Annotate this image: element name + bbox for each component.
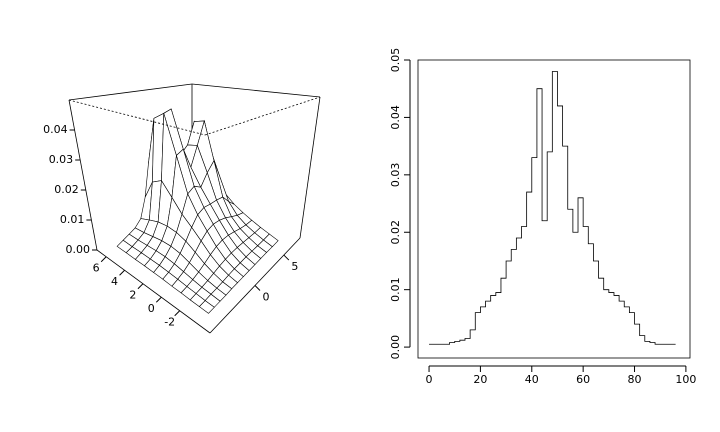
x-tick-label: -2	[164, 316, 175, 329]
x-tick	[137, 283, 144, 290]
y-tick-label: 0	[263, 291, 270, 304]
x-tick-label: 40	[525, 373, 539, 386]
box-edge	[204, 96, 321, 136]
surface-facet	[198, 300, 215, 314]
x-tick-label: 60	[576, 373, 590, 386]
z-tick-label: 0.03	[49, 153, 74, 166]
box-edge	[68, 99, 98, 251]
x-tick-label: 20	[473, 373, 487, 386]
box-edge	[191, 83, 321, 98]
x-tick	[174, 310, 181, 317]
x-tick-label: 0	[426, 373, 433, 386]
z-tick-label: 0.01	[60, 213, 85, 226]
step-line	[429, 71, 676, 345]
y-tick-label: 0.03	[389, 163, 402, 188]
box-edge	[96, 249, 211, 334]
x-tick-label: 80	[628, 373, 642, 386]
x-tick	[100, 256, 107, 263]
plot-box	[417, 59, 691, 359]
y-tick-label: 0.05	[389, 48, 402, 73]
box-edge	[299, 96, 321, 239]
y-tick	[254, 285, 261, 291]
z-tick-label: 0.02	[54, 183, 79, 196]
x-tick-label: 4	[111, 275, 118, 288]
y-tick-label: 0.00	[389, 335, 402, 360]
y-tick-label: 5	[291, 260, 298, 273]
x-tick	[155, 296, 162, 303]
x-tick	[119, 269, 125, 276]
y-tick	[283, 254, 290, 261]
y-tick-label: 0.04	[389, 105, 402, 130]
z-tick-label: 0.04	[43, 123, 68, 136]
y-tick-label: 0.01	[389, 277, 402, 302]
x-tick-label: 6	[93, 262, 100, 275]
x-tick-label: 100	[675, 373, 696, 386]
box-edge	[68, 83, 193, 101]
y-tick-label: 0.02	[389, 220, 402, 245]
box-edge	[68, 99, 206, 136]
z-tick-label: 0.00	[66, 243, 91, 256]
x-tick-label: 2	[129, 289, 136, 302]
x-tick-label: 0	[148, 302, 155, 315]
